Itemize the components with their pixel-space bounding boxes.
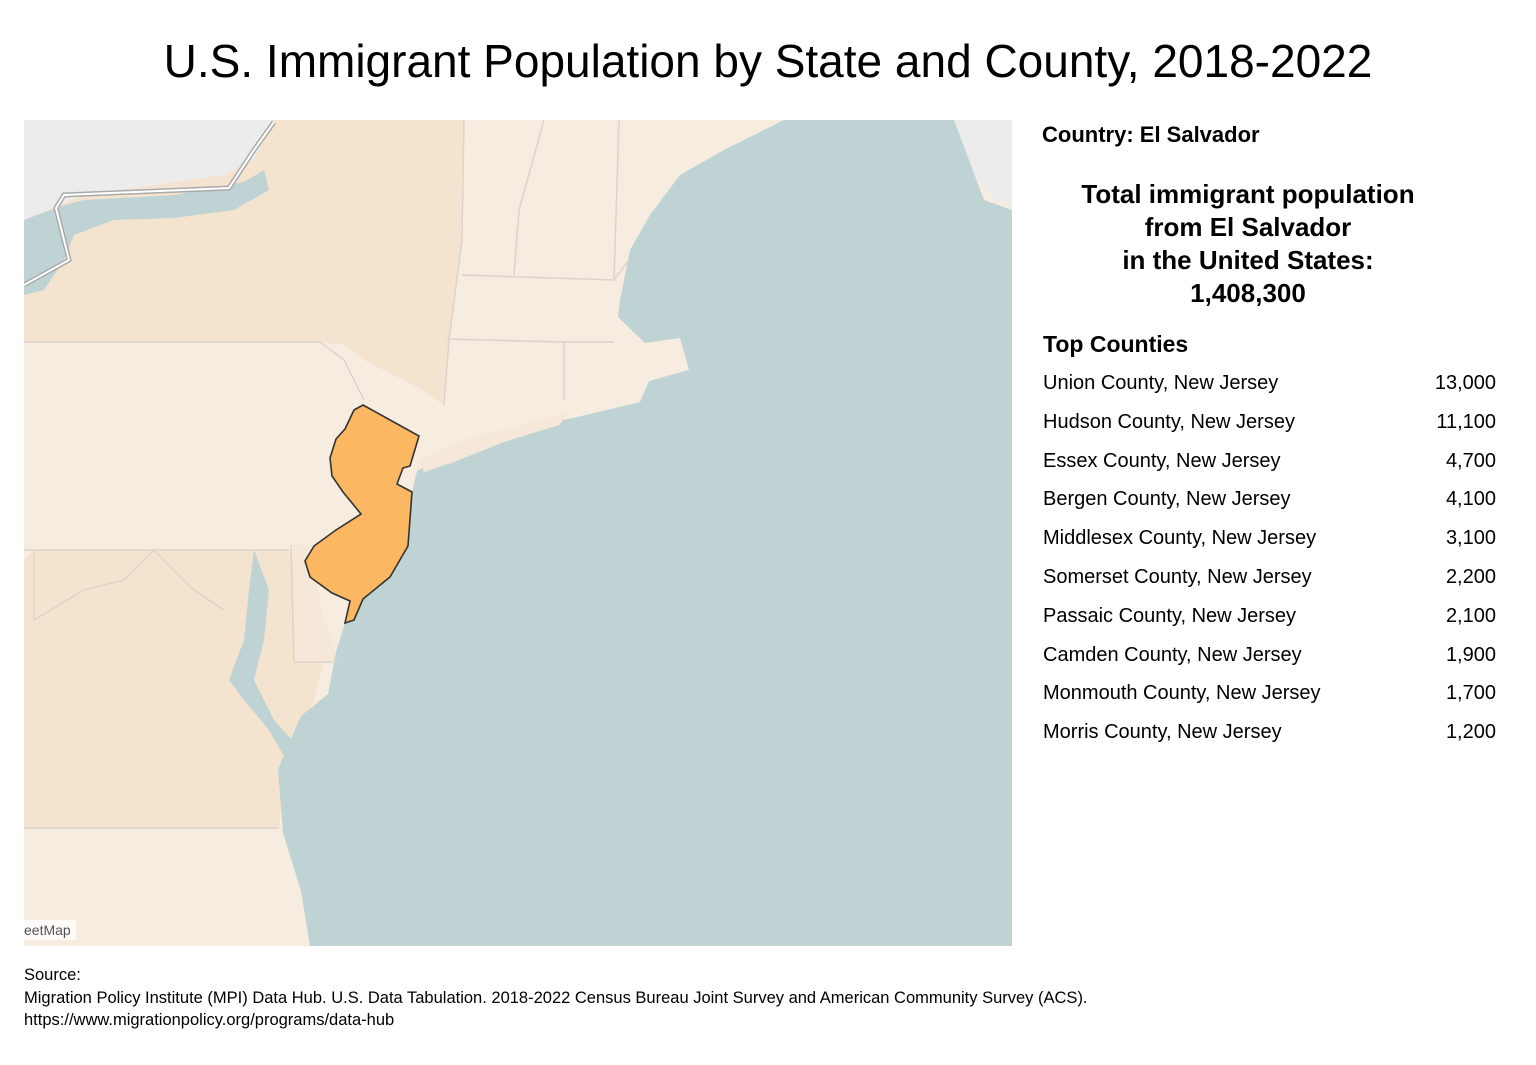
canada-maritime bbox=[949, 120, 1012, 205]
top-counties-list: Union County, New Jersey 13,000 Hudson Cou… bbox=[1043, 372, 1496, 760]
county-name: Essex County, New Jersey bbox=[1043, 449, 1281, 472]
chesapeake-bay bbox=[229, 550, 292, 760]
new-jersey[interactable] bbox=[304, 404, 420, 625]
maryland-virginia-region bbox=[24, 550, 324, 828]
map[interactable] bbox=[24, 120, 1012, 946]
county-row: Essex County, New Jersey 4,700 bbox=[1043, 450, 1496, 489]
county-row: Hudson County, New Jersey 11,100 bbox=[1043, 411, 1496, 450]
county-value: 11,100 bbox=[1436, 410, 1496, 433]
county-row: Union County, New Jersey 13,000 bbox=[1043, 372, 1496, 411]
delaware bbox=[291, 545, 340, 662]
country-label: Country: El Salvador bbox=[1042, 122, 1260, 147]
lake-ontario bbox=[24, 170, 269, 295]
county-row: Monmouth County, New Jersey 1,700 bbox=[1043, 682, 1496, 721]
county-name: Morris County, New Jersey bbox=[1043, 721, 1282, 744]
county-value: 1,700 bbox=[1445, 682, 1496, 705]
county-name: Monmouth County, New Jersey bbox=[1043, 682, 1321, 705]
source-url: https://www.migrationpolicy.org/programs… bbox=[24, 1011, 395, 1029]
county-value: 4,700 bbox=[1445, 449, 1496, 472]
county-row: Morris County, New Jersey 1,200 bbox=[1043, 721, 1496, 760]
source-label: Source: bbox=[24, 966, 81, 984]
total-value: 1,408,300 bbox=[1190, 278, 1306, 308]
page-title: U.S. Immigrant Population by State and C… bbox=[163, 35, 1373, 87]
total-population: Total immigrant population from El Salva… bbox=[1030, 178, 1466, 310]
total-line: in the United States: bbox=[1122, 245, 1374, 275]
county-name: Middlesex County, New Jersey bbox=[1043, 527, 1317, 550]
county-name: Union County, New Jersey bbox=[1043, 372, 1279, 394]
county-value: 4,100 bbox=[1445, 488, 1496, 511]
top-counties-title: Top Counties bbox=[1043, 331, 1189, 357]
map-attribution[interactable]: eetMap bbox=[24, 920, 76, 940]
source-citation: Migration Policy Institute (MPI) Data Hu… bbox=[24, 988, 1088, 1007]
county-row: Middlesex County, New Jersey 3,100 bbox=[1043, 527, 1496, 566]
total-line: from El Salvador bbox=[1144, 212, 1352, 242]
canada-land bbox=[24, 120, 274, 220]
county-row: Camden County, New Jersey 1,900 bbox=[1043, 644, 1496, 683]
county-value: 2,100 bbox=[1445, 604, 1496, 627]
county-value: 1,900 bbox=[1445, 643, 1496, 666]
source: Source: Migration Policy Institute (MPI)… bbox=[24, 964, 1088, 1032]
county-row: Passaic County, New Jersey 2,100 bbox=[1043, 605, 1496, 644]
county-value: 3,100 bbox=[1445, 527, 1496, 550]
long-island bbox=[419, 412, 569, 472]
county-row: Somerset County, New Jersey 2,200 bbox=[1043, 566, 1496, 605]
state-borders bbox=[24, 120, 630, 829]
county-value: 1,200 bbox=[1445, 721, 1496, 744]
county-name: Passaic County, New Jersey bbox=[1043, 604, 1297, 627]
county-value: 13,000 bbox=[1434, 372, 1496, 394]
county-name: Bergen County, New Jersey bbox=[1043, 488, 1291, 511]
county-row: Bergen County, New Jersey 4,100 bbox=[1043, 488, 1496, 527]
county-value: 2,200 bbox=[1445, 565, 1496, 588]
ocean bbox=[278, 120, 1012, 946]
total-line: Total immigrant population bbox=[1081, 179, 1415, 209]
county-name: Somerset County, New Jersey bbox=[1043, 565, 1312, 588]
us-canada-border-inner bbox=[24, 121, 275, 286]
county-name: Hudson County, New Jersey bbox=[1043, 410, 1295, 433]
county-name: Camden County, New Jersey bbox=[1043, 643, 1302, 666]
